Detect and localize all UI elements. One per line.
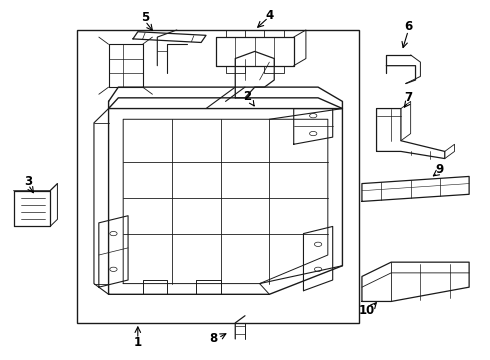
Text: 4: 4	[265, 9, 273, 22]
Text: 10: 10	[359, 304, 375, 317]
Text: 3: 3	[24, 175, 32, 188]
Text: 9: 9	[436, 163, 444, 176]
Text: 6: 6	[404, 20, 413, 33]
Text: 7: 7	[404, 91, 412, 104]
Text: 5: 5	[141, 11, 149, 24]
Text: 8: 8	[209, 333, 218, 346]
Bar	[77, 30, 360, 323]
Text: 1: 1	[134, 336, 142, 349]
Text: 2: 2	[244, 90, 254, 106]
